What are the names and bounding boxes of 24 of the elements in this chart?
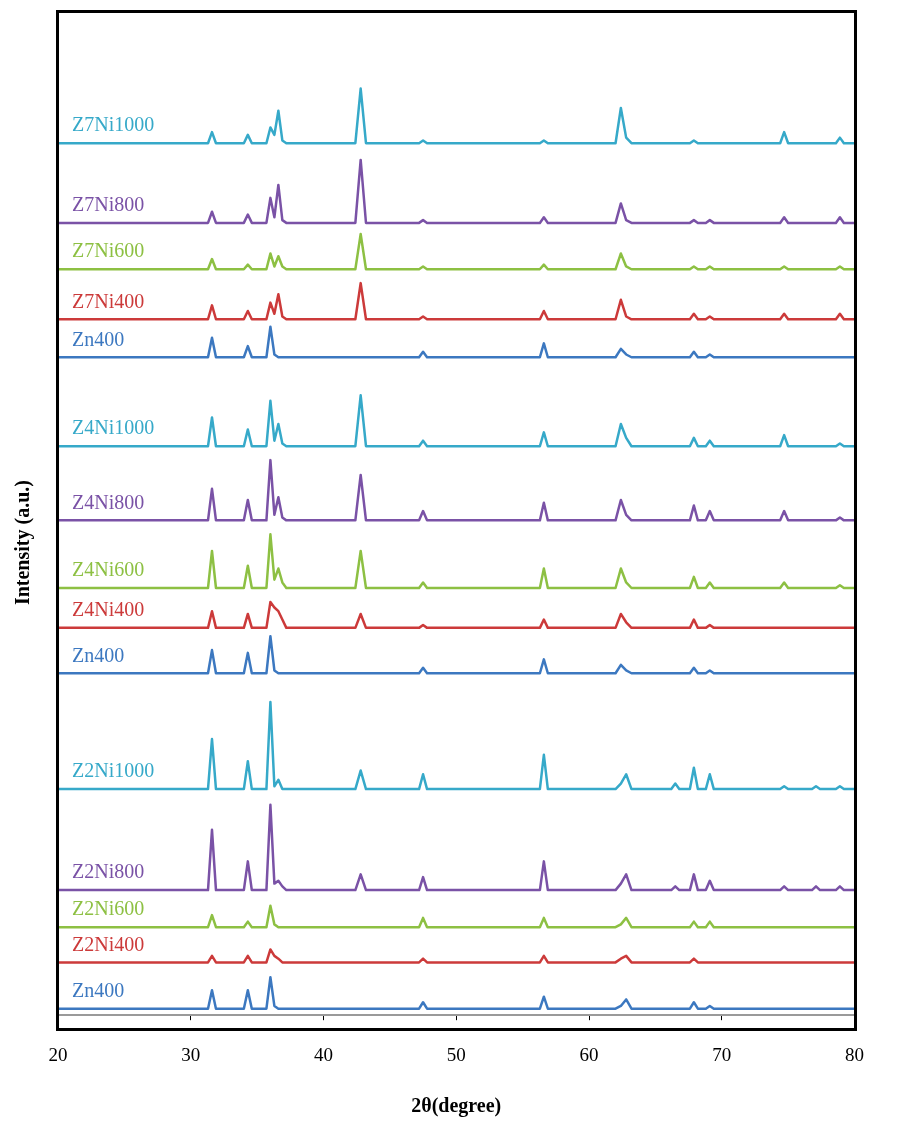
x-tick-label: 30 [181,1043,201,1065]
series-label: Z7Ni600 [72,239,145,262]
series-label: Z4Ni1000 [72,416,155,439]
series-label: Z2Ni600 [72,897,145,920]
series-label: Zn400 [72,327,125,350]
series-label: Z2Ni800 [72,860,145,883]
x-tick-label: 20 [48,1043,68,1065]
series-label: Z7Ni1000 [72,113,155,136]
x-tick-label: 50 [446,1043,466,1065]
series-label: Z2Ni1000 [72,759,155,782]
series-label: Zn400 [72,643,125,666]
series-label: Z7Ni400 [72,289,145,312]
x-tick-label: 60 [579,1043,599,1065]
y-axis-title: Intensity (a.u.) [11,480,35,606]
series-label: Z4Ni600 [72,558,145,581]
x-tick-label: 40 [314,1043,333,1065]
series-label: Z2Ni400 [72,932,145,955]
series-label: Z4Ni800 [72,490,145,513]
x-axis-title: 2θ(degree) [411,1094,502,1118]
series-label: Z4Ni400 [72,598,145,621]
series-label: Z7Ni800 [72,193,145,216]
series-label: Zn400 [72,978,125,1001]
x-tick-label: 80 [845,1043,864,1065]
x-tick-label: 70 [712,1043,732,1065]
